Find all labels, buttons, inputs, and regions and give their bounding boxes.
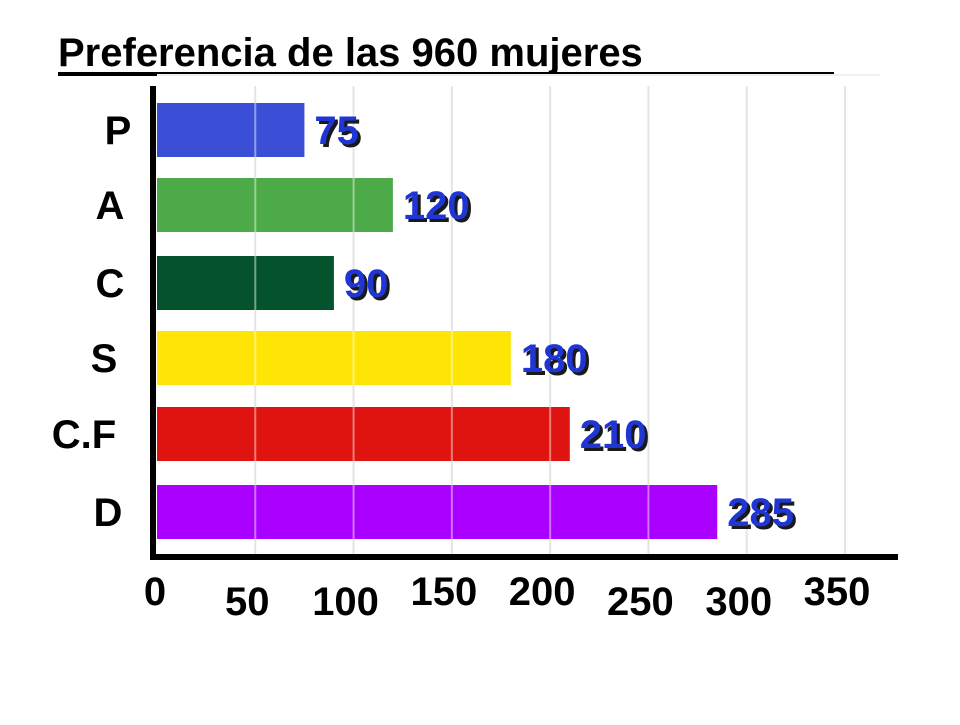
bar-c	[157, 256, 334, 310]
category-label: D	[94, 491, 123, 535]
data-label-shadow: 285	[730, 494, 797, 538]
bar-p	[157, 103, 305, 157]
category-label: S	[91, 337, 118, 381]
data-label: 75	[314, 109, 359, 153]
bar-d	[157, 485, 718, 539]
bar-s	[157, 331, 511, 385]
category-label: A	[96, 184, 125, 228]
data-label: 285	[727, 491, 794, 535]
bars	[157, 103, 718, 539]
chart-title-group: Preferencia de las 960 mujeres	[58, 31, 834, 76]
x-tick-label: 300	[705, 580, 772, 624]
bar-a	[157, 178, 393, 232]
x-tick-label: 50	[225, 580, 270, 624]
x-tick-label: 150	[410, 570, 477, 614]
axes	[150, 86, 898, 560]
data-label-shadow: 75	[317, 112, 362, 156]
category-label: P	[105, 109, 132, 153]
x-tick-label: 0	[144, 570, 166, 614]
category-label: C	[96, 262, 125, 306]
data-label: 120	[403, 184, 470, 228]
x-tick-labels: 0 50 100 150 200 250 300 350	[144, 570, 871, 624]
x-tick-label: 200	[509, 570, 576, 614]
bar-cf	[157, 407, 570, 461]
x-tick-label: 100	[312, 580, 379, 624]
data-label: 90	[344, 262, 389, 306]
data-label: 180	[521, 337, 588, 381]
category-label: C.F	[52, 413, 116, 457]
data-label-shadow: 210	[583, 416, 650, 460]
data-label-shadow: 180	[524, 340, 591, 384]
data-label-shadow: 90	[347, 265, 392, 309]
chart-title: Preferencia de las 960 mujeres	[58, 31, 643, 75]
x-tick-label: 350	[804, 570, 871, 614]
data-label: 210	[580, 413, 647, 457]
data-label-shadow: 120	[406, 187, 473, 231]
x-tick-label: 250	[607, 580, 674, 624]
gridlines	[157, 74, 880, 557]
